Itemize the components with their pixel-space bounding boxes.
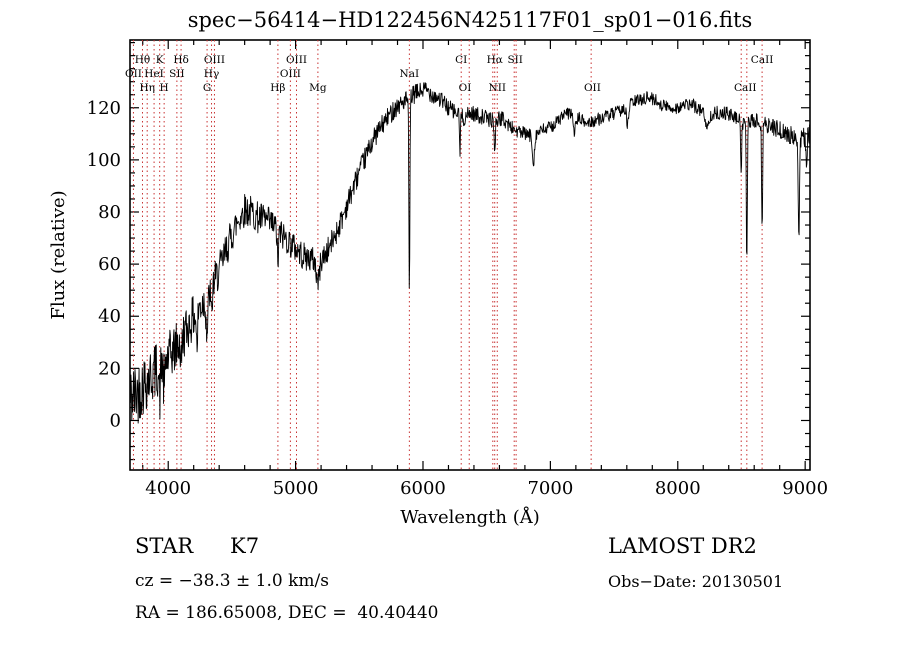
spectral-line-label: NII [489, 82, 506, 94]
spectral-line-label: SII [507, 54, 523, 66]
cz-value: cz = −38.3 ± 1.0 km/s [135, 571, 329, 591]
y-tick-label: 80 [98, 202, 121, 223]
spectral-line-label: K [156, 54, 164, 66]
spectral-line-label: Hγ [204, 68, 219, 80]
x-tick-label: 5000 [273, 478, 319, 499]
plot-frame [129, 39, 811, 471]
x-tick-label: 4000 [145, 478, 191, 499]
x-tick-label: 9000 [782, 478, 828, 499]
axes: 4000 5000 6000 7000 8000 9000 0 20 40 60 80 100 120 [87, 39, 828, 499]
spectrum-line [130, 82, 810, 424]
obs-date-value: Obs−Date: 20130501 [608, 572, 783, 591]
spectral-line-label: CaII [751, 54, 774, 66]
x-tick-label: 7000 [527, 478, 573, 499]
spectrum-trace [130, 82, 810, 424]
spectral-line-label: OIII [286, 54, 307, 66]
y-tick-label: 100 [87, 150, 121, 171]
plot-title: spec−56414−HD122456N425117F01_sp01−016.f… [188, 8, 753, 32]
spectral-line-label: Hθ [135, 54, 150, 66]
spectral-line-label: OI [459, 82, 472, 94]
spectral-line-label: G [203, 82, 211, 94]
y-tick-label: 0 [110, 410, 121, 431]
coordinates-value: RA = 186.65008, DEC = 40.40440 [135, 603, 439, 623]
survey-label: LAMOST DR2 [608, 534, 757, 558]
subclass-label: K7 [230, 534, 259, 558]
y-tick-label: 20 [98, 358, 121, 379]
spectral-line-label: SII [169, 68, 185, 80]
y-tick-label: 40 [98, 306, 121, 327]
x-tick-label: 6000 [400, 478, 446, 499]
spectral-line-label: CaII [734, 82, 757, 94]
y-tick-label: 120 [87, 98, 121, 119]
spectral-line-label: Mg [309, 82, 327, 94]
y-tick-label: 60 [98, 254, 121, 275]
spectral-line-label: Hδ [173, 54, 188, 66]
spectral-line-label: Hβ [270, 82, 285, 94]
spectral-line-label: OII [584, 82, 601, 94]
spectral-line-label: H [160, 82, 169, 94]
spectral-line-label: CI [455, 54, 467, 66]
spectral-line-label: NaI [400, 68, 420, 80]
spectral-line-label: HeI [144, 68, 164, 80]
spectral-line-label: Hα [487, 54, 503, 66]
y-axis-label: Flux (relative) [48, 190, 69, 319]
spectral-line-label: OIII [280, 68, 301, 80]
spectral-line-label: OIII [204, 54, 225, 66]
x-axis-label: Wavelength (Å) [400, 506, 540, 528]
spectral-line-label: OII [125, 68, 142, 80]
spectral-line-label: Hη [139, 82, 154, 94]
object-type-label: STAR [135, 534, 194, 558]
x-tick-label: 8000 [655, 478, 701, 499]
